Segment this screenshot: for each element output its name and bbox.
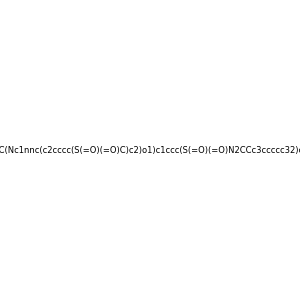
Text: O=C(Nc1nnc(c2cccc(S(=O)(=O)C)c2)o1)c1ccc(S(=O)(=O)N2CCc3ccccc32)cc1: O=C(Nc1nnc(c2cccc(S(=O)(=O)C)c2)o1)c1ccc… [0,146,300,154]
